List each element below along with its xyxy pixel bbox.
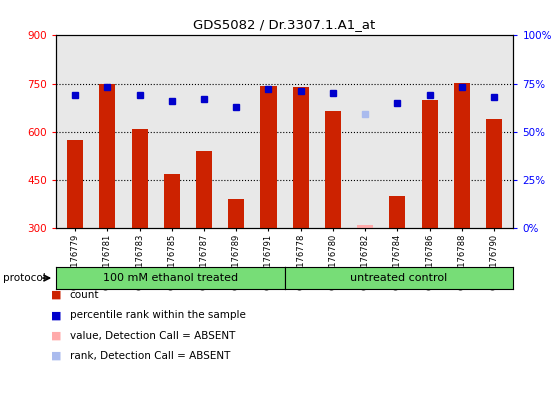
Bar — [292, 87, 309, 228]
Text: untreated control: untreated control — [350, 273, 448, 283]
Text: ■: ■ — [51, 351, 61, 361]
Bar — [99, 84, 116, 228]
Text: count: count — [70, 290, 99, 300]
Text: ■: ■ — [51, 290, 61, 300]
Bar — [421, 99, 437, 228]
Bar — [261, 86, 277, 228]
Bar — [228, 199, 244, 228]
Text: ■: ■ — [51, 310, 61, 320]
Text: value, Detection Call = ABSENT: value, Detection Call = ABSENT — [70, 331, 235, 341]
Bar — [67, 140, 83, 228]
Text: ■: ■ — [51, 331, 61, 341]
Bar — [486, 119, 502, 228]
Text: 100 mM ethanol treated: 100 mM ethanol treated — [103, 273, 238, 283]
Bar — [163, 174, 180, 228]
Bar — [389, 196, 406, 228]
Bar — [357, 225, 373, 228]
Text: rank, Detection Call = ABSENT: rank, Detection Call = ABSENT — [70, 351, 230, 361]
Bar — [196, 151, 212, 228]
Text: protocol: protocol — [3, 273, 46, 283]
Text: percentile rank within the sample: percentile rank within the sample — [70, 310, 246, 320]
Title: GDS5082 / Dr.3307.1.A1_at: GDS5082 / Dr.3307.1.A1_at — [194, 18, 376, 31]
Bar — [454, 83, 470, 228]
Bar — [325, 111, 341, 228]
Bar — [132, 129, 148, 228]
